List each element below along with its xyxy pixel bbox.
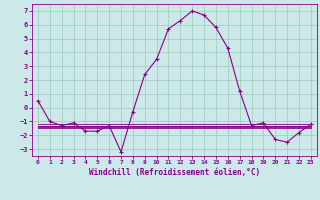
X-axis label: Windchill (Refroidissement éolien,°C): Windchill (Refroidissement éolien,°C): [89, 168, 260, 177]
